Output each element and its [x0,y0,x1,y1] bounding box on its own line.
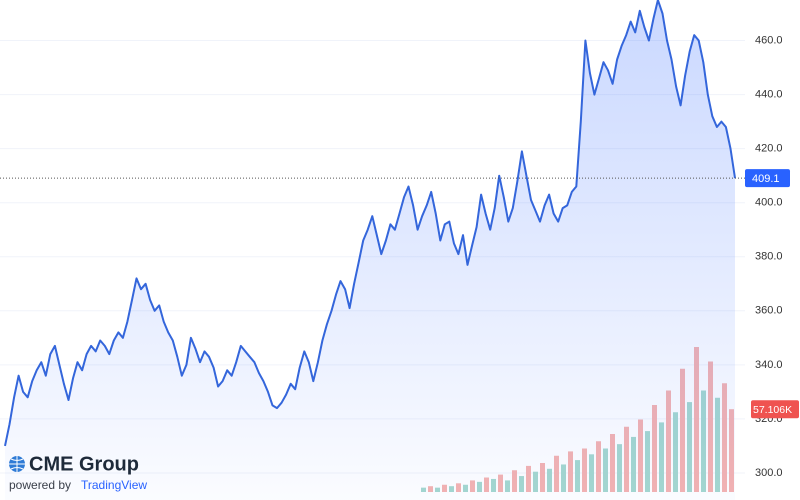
logo-icon-lines [9,456,25,472]
y-tick-label: 380.0 [755,251,783,263]
volume-label-box [751,400,799,419]
logo: CME Group powered by TradingView [9,453,147,492]
last-price-label: 409.1 [752,173,780,185]
provider[interactable]: TradingView [81,478,147,492]
y-tick-label: 440.0 [755,89,783,101]
y-tick-label: 400.0 [755,197,783,209]
y-tick-label: 460.0 [755,34,783,46]
volume-label: 57.106K [753,404,792,416]
y-tick-label: 420.0 [755,143,783,155]
y-tick-label: 360.0 [755,305,783,317]
powered-by: powered by [9,478,71,492]
y-tick-label: 300.0 [755,467,783,479]
price-line [4,0,736,447]
y-tick-label: 340.0 [755,359,783,371]
last-price-box [745,169,790,188]
area-fill [5,0,735,500]
brand-name: CME Group [29,453,139,475]
